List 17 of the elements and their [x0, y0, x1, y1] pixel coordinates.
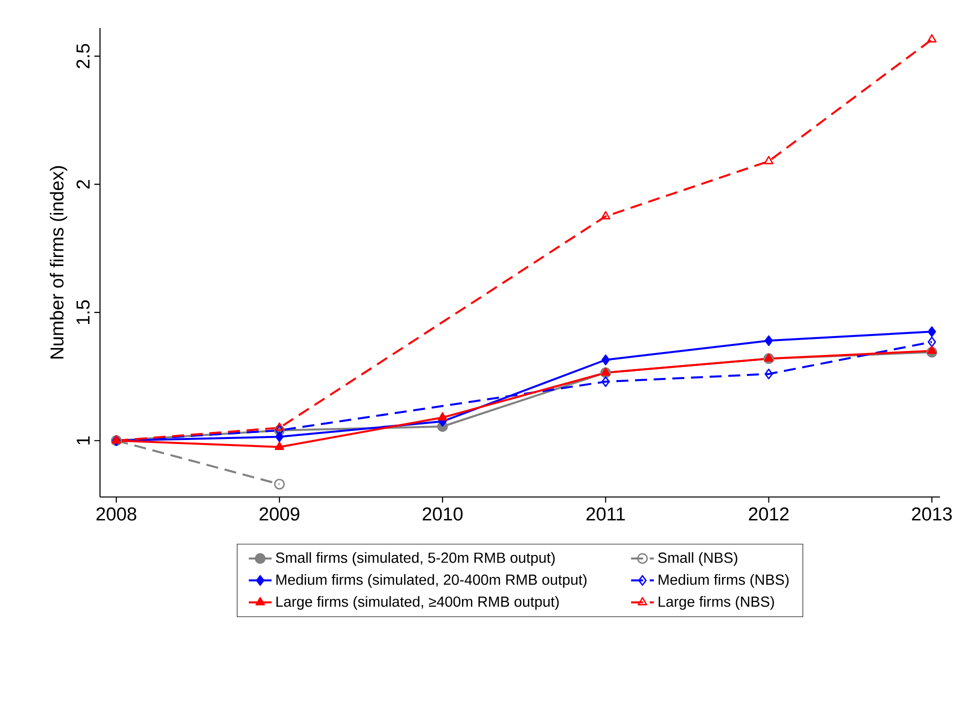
- legend-label: Large firms (NBS): [658, 596, 774, 610]
- x-tick-label: 2009: [260, 507, 300, 521]
- legend-label: Large firms (simulated, ≥400m RMB output): [276, 596, 559, 610]
- x-tick-label: 2012: [748, 507, 789, 521]
- y-tick-label: 1: [76, 436, 90, 444]
- legend-label: Small (NBS): [658, 552, 738, 566]
- legend-label: Medium firms (NBS): [658, 574, 789, 588]
- x-tick-label: 2010: [422, 507, 463, 521]
- y-axis-title: Number of firms (index): [50, 166, 68, 358]
- x-tick-label: 2013: [912, 507, 952, 521]
- x-tick-label: 2008: [96, 507, 136, 521]
- legend-label: Small firms (simulated, 5-20m RMB output): [276, 552, 555, 566]
- y-tick-label: 2.5: [76, 44, 90, 68]
- legend-label: Medium firms (simulated, 20-400m RMB output): [276, 574, 586, 588]
- y-tick-label: 2: [76, 180, 90, 189]
- x-tick-label: 2011: [586, 507, 625, 521]
- y-tick-label: 1.5: [76, 300, 90, 324]
